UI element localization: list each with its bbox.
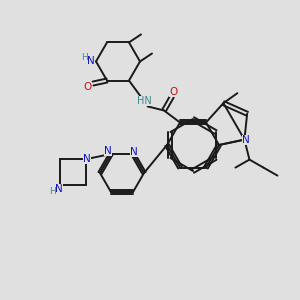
Text: O: O bbox=[169, 88, 177, 98]
Text: N: N bbox=[130, 147, 138, 157]
Text: H: H bbox=[82, 53, 88, 62]
Text: N: N bbox=[242, 135, 249, 145]
Text: HN: HN bbox=[136, 97, 152, 106]
Text: N: N bbox=[83, 154, 91, 164]
Text: N: N bbox=[104, 146, 112, 156]
Text: N: N bbox=[87, 56, 95, 67]
Text: O: O bbox=[84, 82, 92, 92]
Text: N: N bbox=[56, 184, 63, 194]
Text: H: H bbox=[49, 187, 56, 196]
